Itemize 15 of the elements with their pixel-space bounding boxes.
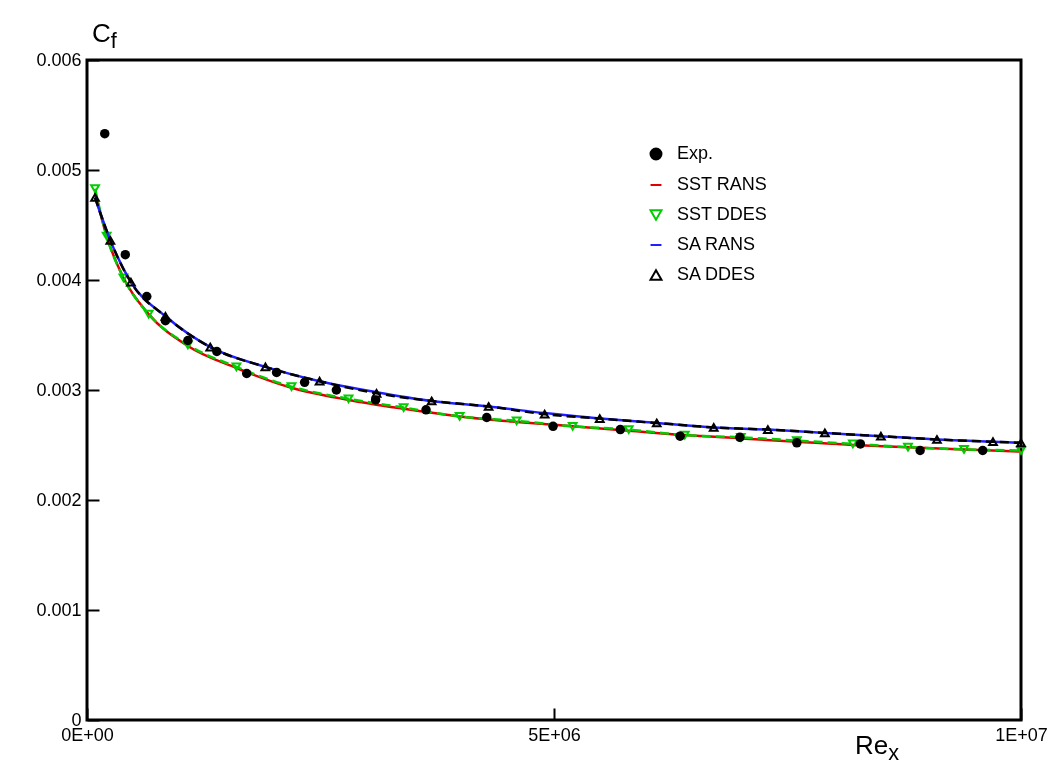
y-tick-label: 0.002 <box>36 489 82 510</box>
legend-label: SA RANS <box>677 234 756 254</box>
x-tick-label: 5E+06 <box>528 724 581 745</box>
legend-label: Exp. <box>677 143 714 163</box>
y-tick-label: 0.004 <box>36 269 82 290</box>
legend-label: SST RANS <box>677 174 767 194</box>
y-tick-label: 0.006 <box>36 49 82 70</box>
legend-label: SA DDES <box>677 264 756 284</box>
y-tick-label: 0.001 <box>36 599 82 620</box>
y-tick-label: 0.005 <box>36 159 82 180</box>
y-tick-label: 0.003 <box>36 379 82 400</box>
x-axis-title: Re$_{x}$ <box>855 730 900 767</box>
legend-label: SST DDES <box>677 204 767 224</box>
y-axis-title: C$_{f}$ <box>92 18 117 55</box>
x-tick-label: 1E+07 <box>995 724 1048 745</box>
